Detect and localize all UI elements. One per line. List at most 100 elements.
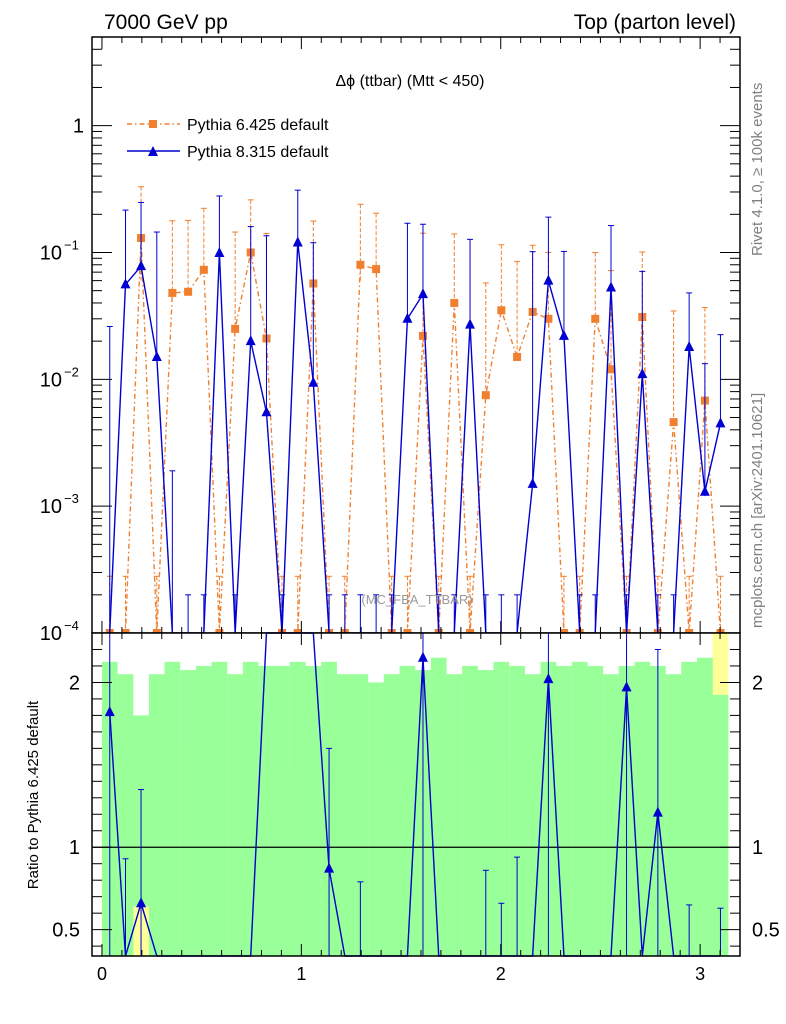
marker-s0-4 [168, 288, 177, 297]
marker-s1-32 [605, 281, 616, 292]
marker-s1-38 [699, 485, 710, 496]
x-tick-label-2: 2 [496, 964, 506, 984]
legend-item-pythia6: Pythia 6.425 default [127, 117, 329, 134]
band-uncertainty-bin-31 [587, 665, 604, 956]
marker-s0-31 [591, 314, 600, 323]
marker-s1-28 [543, 274, 554, 285]
marker-s0-22 [450, 298, 459, 307]
band-uncertainty-bin-13 [305, 665, 322, 956]
marker-s0-23 [466, 629, 475, 633]
marker-s0-7 [215, 629, 224, 633]
marker-s0-8 [231, 324, 240, 333]
marker-s1-9 [245, 335, 256, 346]
band-uncertainty-bin-34 [634, 661, 651, 956]
band-uncertainty-bin-19 [399, 665, 416, 956]
marker-s0-25 [497, 306, 506, 315]
band-uncertainty-bin-25 [493, 661, 510, 956]
marker-s1-20 [417, 288, 428, 299]
marker-s1-13 [308, 376, 319, 387]
marker-s0-29 [559, 629, 568, 633]
marker-s0-26 [513, 352, 522, 361]
marker-s0-3 [152, 629, 161, 633]
ratio-plot-frame [91, 632, 741, 957]
legend-label-pythia6: Pythia 6.425 default [187, 117, 329, 134]
ratio-marker-0 [104, 706, 115, 717]
ratio-panel: 0 1 2 3 0.5 0.5 1 1 2 2 [52, 632, 780, 984]
marker-s0-20 [418, 331, 427, 340]
legend-marker-pythia8 [148, 146, 158, 156]
legend-item-pythia8: Pythia 8.315 default [127, 144, 329, 161]
band-uncertainty-bin-22 [446, 674, 463, 956]
main-panel: 10 −410 −310 −210 −11 Δϕ (ttbar) (Mtt < 450)… [40, 36, 741, 645]
band-uncertainty-bin-38 [697, 657, 713, 956]
marker-s0-19 [403, 629, 412, 633]
x-tick-label-3: 3 [695, 964, 705, 984]
marker-s0-12 [293, 629, 302, 633]
side-label-rivet: Rivet 4.1.0, ≥ 100k events [749, 83, 766, 256]
ratio-marker-35 [652, 806, 663, 817]
ratio-plot-content [92, 632, 740, 957]
marker-s0-28 [544, 314, 553, 323]
ratio-y-tick-label-right-2: 2 [752, 672, 763, 694]
main-plot-content [105, 186, 726, 634]
x-tick-label-1: 1 [296, 964, 306, 984]
band-uncertainty-bin-37 [681, 661, 698, 956]
ratio-marker-2 [136, 897, 147, 908]
marker-s1-27 [527, 477, 538, 488]
marker-s1-2 [136, 260, 147, 271]
band-uncertainty-bin-8 [227, 674, 244, 956]
marker-s0-1 [121, 629, 130, 633]
y-tick-exponent-main-1: −3 [64, 491, 79, 506]
ratio-marker-33 [621, 681, 632, 692]
y-tick-label-main-3: 10 [40, 242, 62, 264]
band-uncertainty-bin-6 [195, 665, 212, 956]
band-uncertainty-bin-30 [571, 661, 588, 956]
marker-s0-5 [184, 287, 193, 296]
marker-s1-12 [292, 236, 303, 247]
band-uncertainty-bin-16 [352, 674, 369, 956]
marker-s1-7 [214, 247, 225, 258]
band-uncertainty-bin-11 [274, 665, 290, 956]
band-uncertainty-bin-12 [289, 661, 306, 956]
band-uncertainty-bin-29 [556, 665, 572, 956]
band-uncertainty-bin-7 [211, 661, 228, 956]
y-tick-label-main-4: 1 [73, 116, 84, 138]
legend-marker-pythia6 [149, 120, 157, 128]
marker-s1-23 [465, 318, 476, 329]
ratio-marker-14 [324, 862, 335, 873]
marker-s1-29 [558, 329, 569, 340]
marker-s1-19 [402, 312, 413, 323]
legend-label-pythia8: Pythia 8.315 default [187, 144, 329, 161]
marker-s0-32 [606, 365, 615, 374]
band-uncertainty-bin-17 [368, 682, 384, 956]
band-uncertainty-bin-21 [430, 657, 447, 956]
legend: Pythia 6.425 default Pythia 8.315 defaul… [127, 117, 329, 161]
band-uncertainty-bin-10 [258, 665, 275, 956]
band-uncertainty-bin-27 [524, 674, 541, 956]
watermark: (MC_FBA_TTBAR) [361, 592, 472, 607]
series-line-1 [109, 242, 722, 634]
band-uncertainty-bin-18 [383, 674, 400, 956]
band-uncertainty-bin-32 [603, 674, 619, 956]
header-right: Top (parton level) [574, 11, 736, 34]
marker-s0-16 [356, 260, 365, 269]
y-tick-label-main-2: 10 [40, 369, 62, 391]
ratio-marker-28 [543, 673, 554, 684]
y-tick-label-main-0: 10 [40, 623, 62, 645]
side-label-mcplots: mcplots.cern.ch [arXiv:2401.10621] [749, 393, 766, 628]
marker-s0-36 [669, 418, 678, 427]
marker-s1-1 [120, 278, 131, 289]
y-tick-label-main-1: 10 [40, 496, 62, 518]
y-tick-exponent-main-2: −2 [64, 364, 79, 379]
y-tick-exponent-main-0: −4 [64, 618, 79, 633]
marker-s1-3 [151, 350, 162, 361]
ratio-y-tick-label-left-1: 1 [69, 837, 80, 859]
ratio-y-tick-label-right-1: 1 [752, 837, 763, 859]
ratio-y-tick-label-right-0.5: 0.5 [752, 920, 780, 942]
marker-s0-17 [372, 265, 381, 274]
chart-title: Δϕ (ttbar) (Mtt < 450) [335, 73, 484, 90]
band-uncertainty-bin-24 [477, 670, 494, 956]
ratio-y-tick-label-left-2: 2 [69, 672, 80, 694]
header-left: 7000 GeV pp [104, 11, 228, 34]
